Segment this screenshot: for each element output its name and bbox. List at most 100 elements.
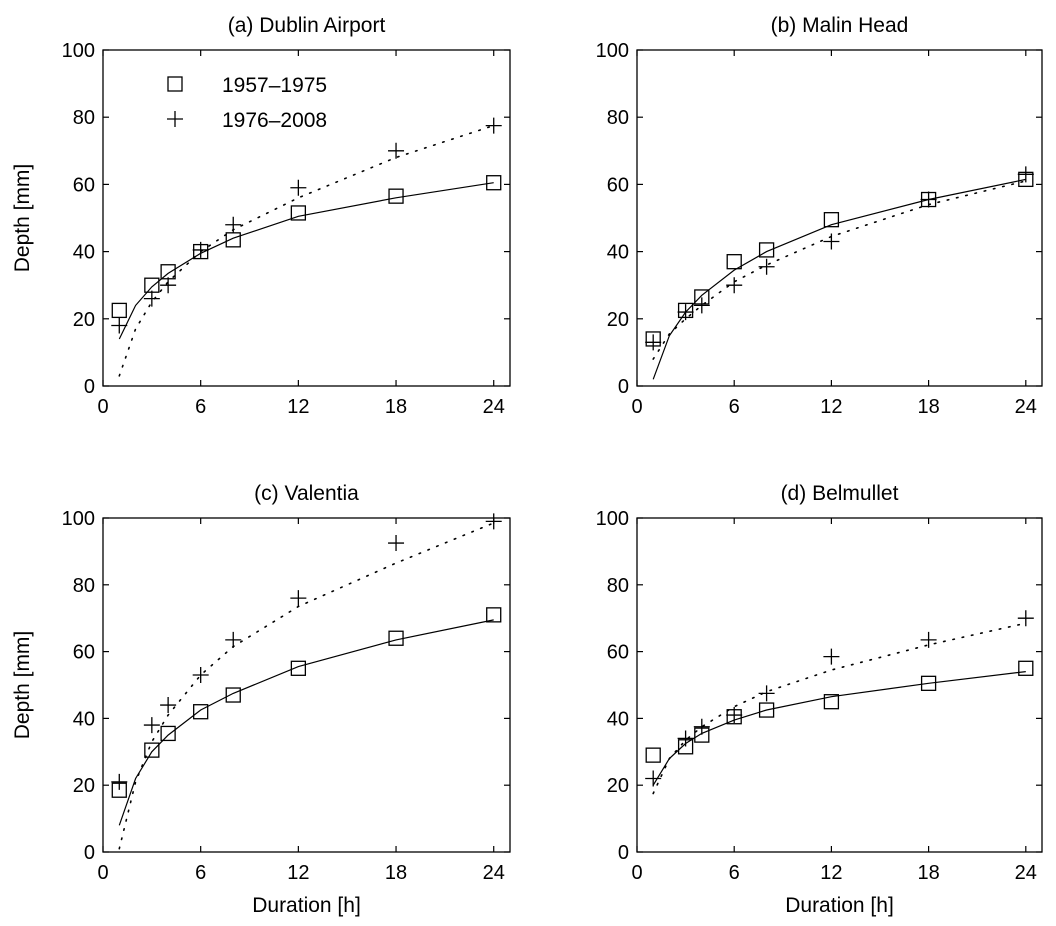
data-point-square <box>225 687 241 703</box>
data-point-square <box>758 242 775 258</box>
panel-malin-head: 0 6 12 18 24 0 20 40 60 80 100 (b) Malin Head <box>596 14 1043 418</box>
panel-valentia: 0 6 12 18 24 0 20 40 60 80 100 (c) Valentia Depth [m… <box>11 482 511 917</box>
data-point-plus <box>388 142 405 159</box>
y-tick-label: 40 <box>607 708 629 730</box>
y-tick-label: 40 <box>73 708 95 730</box>
data-point-plus <box>143 290 160 307</box>
data-point-square <box>823 212 840 228</box>
fit-curve-solid <box>118 182 494 340</box>
data-point-plus <box>693 718 710 735</box>
x-tick-label: 0 <box>631 862 642 884</box>
y-tick-label: 80 <box>73 575 95 597</box>
x-tick-label: 12 <box>820 862 842 884</box>
data-point-plus <box>645 334 662 351</box>
x-axis-label: Duration [h] <box>785 894 894 917</box>
x-axis-label: Duration [h] <box>252 894 361 917</box>
fit-curve-solid <box>652 178 1026 380</box>
y-tick-label: 20 <box>73 775 95 797</box>
data-point-square <box>225 232 241 248</box>
data-point-plus <box>823 648 840 665</box>
data-point-plus <box>485 513 502 530</box>
legend-label: 1976–2008 <box>222 109 327 132</box>
data-point-plus <box>192 666 209 683</box>
data-point-square <box>388 188 404 204</box>
data-point-plus <box>823 233 840 250</box>
data-point-square <box>645 747 661 763</box>
y-tick-label: 100 <box>596 508 629 530</box>
data-point-plus <box>645 770 662 787</box>
x-tick-label: 0 <box>631 396 642 418</box>
data-point-square <box>144 742 160 758</box>
data-point-plus <box>758 685 775 702</box>
data-point-square <box>726 254 742 270</box>
y-tick-label: 0 <box>618 842 629 864</box>
data-point-plus <box>192 241 209 258</box>
y-tick-label: 60 <box>607 642 629 664</box>
x-tick-label: 24 <box>483 396 505 418</box>
data-point-square <box>144 277 160 293</box>
data-point-plus <box>290 179 307 196</box>
data-point-square <box>160 725 176 742</box>
data-point-plus <box>758 258 775 275</box>
legend-item: 1976–2008 <box>167 109 327 132</box>
plot-area <box>102 517 511 853</box>
x-tick-label: 18 <box>385 862 407 884</box>
y-axis-label: Depth [mm] <box>11 631 34 740</box>
fit-curve-dotted <box>118 522 495 850</box>
data-point-plus <box>167 111 183 127</box>
fit-curve-dotted <box>652 180 1027 360</box>
y-tick-label: 20 <box>607 309 629 331</box>
y-tick-label: 80 <box>607 107 629 129</box>
data-point-plus <box>111 317 128 334</box>
fit-curve-solid <box>118 619 494 826</box>
plot-area <box>102 49 511 387</box>
data-point-plus <box>388 535 405 552</box>
data-point-plus <box>677 730 694 747</box>
data-point-plus <box>160 277 177 294</box>
legend-item: 1957–1975 <box>167 74 327 97</box>
data-point-square <box>758 702 775 718</box>
panel-title: (b) Malin Head <box>771 14 909 37</box>
x-tick-label: 24 <box>1015 396 1037 418</box>
plot-area <box>636 517 1043 853</box>
y-tick-label: 0 <box>84 842 95 864</box>
x-tick-label: 6 <box>729 862 740 884</box>
plot-area <box>636 49 1043 387</box>
x-tick-label: 18 <box>385 396 407 418</box>
x-tick-label: 6 <box>195 396 206 418</box>
data-point-plus <box>111 773 128 790</box>
data-point-plus <box>290 590 307 607</box>
x-tick-label: 18 <box>917 862 939 884</box>
data-point-square <box>486 607 502 623</box>
y-tick-label: 20 <box>607 775 629 797</box>
data-point-plus <box>225 631 242 648</box>
data-point-square <box>290 205 307 221</box>
data-point-plus <box>726 707 743 724</box>
data-point-square <box>193 704 209 720</box>
data-point-square <box>486 175 502 191</box>
data-point-plus <box>920 631 937 648</box>
y-tick-label: 40 <box>607 242 629 264</box>
data-point-plus <box>677 304 694 321</box>
y-tick-label: 80 <box>73 107 95 129</box>
x-tick-label: 0 <box>97 396 108 418</box>
y-tick-label: 100 <box>62 40 95 62</box>
data-point-plus <box>160 697 177 714</box>
x-tick-label: 24 <box>1015 862 1037 884</box>
legend-label: 1957–1975 <box>222 74 327 97</box>
x-tick-label: 12 <box>287 396 309 418</box>
y-tick-label: 40 <box>73 242 95 264</box>
x-tick-label: 6 <box>195 862 206 884</box>
data-point-square <box>1018 660 1034 676</box>
panel-title: (c) Valentia <box>254 482 359 505</box>
data-point-plus <box>143 717 160 734</box>
x-tick-label: 12 <box>287 862 309 884</box>
data-point-plus <box>726 277 743 294</box>
y-tick-label: 0 <box>618 376 629 398</box>
data-point-square <box>111 302 127 319</box>
y-tick-label: 0 <box>84 376 95 398</box>
data-point-plus <box>693 297 710 314</box>
y-tick-label: 100 <box>62 508 95 530</box>
x-tick-label: 12 <box>820 396 842 418</box>
data-point-square <box>167 76 183 92</box>
